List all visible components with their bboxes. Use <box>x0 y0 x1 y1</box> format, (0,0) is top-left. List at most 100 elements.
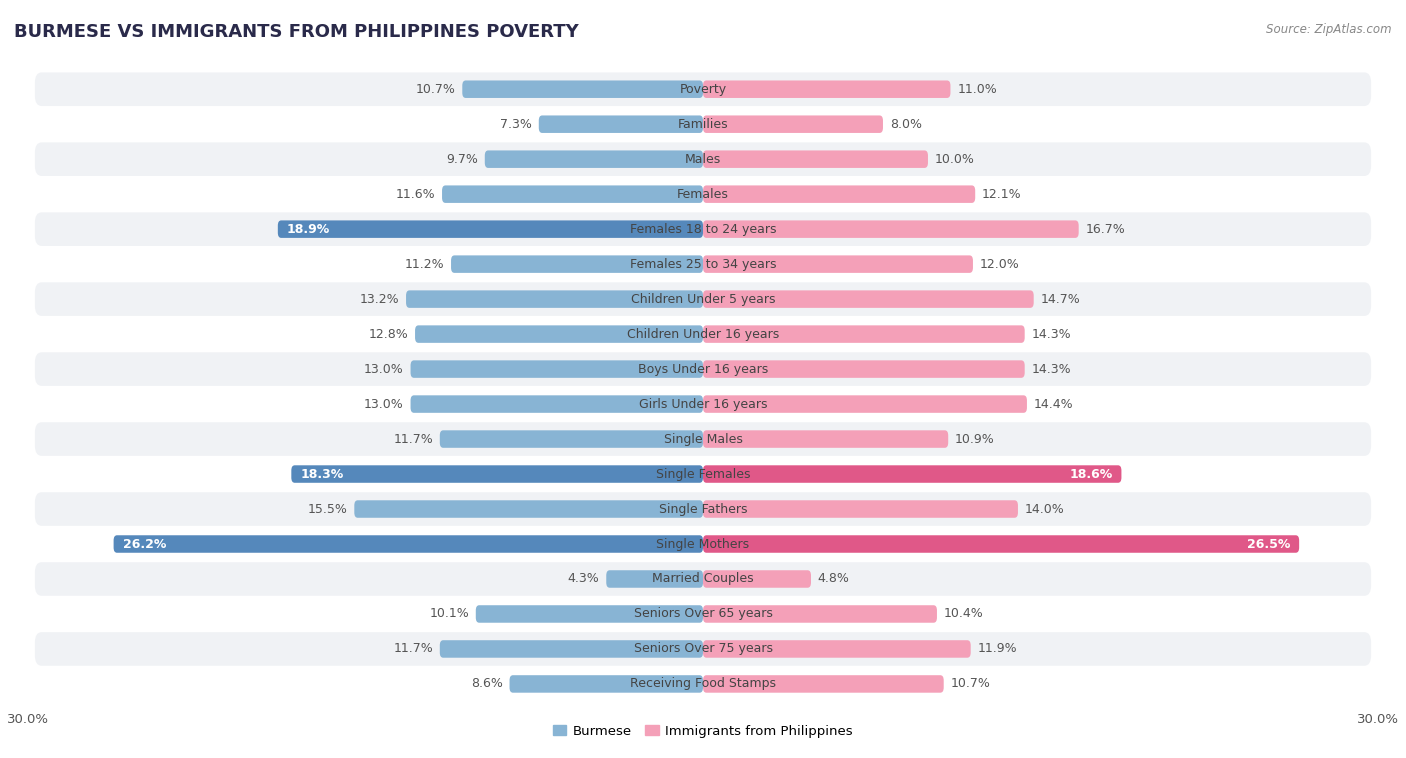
Text: 10.1%: 10.1% <box>429 607 470 621</box>
Text: Single Fathers: Single Fathers <box>659 503 747 515</box>
FancyBboxPatch shape <box>703 431 948 448</box>
FancyBboxPatch shape <box>703 500 1018 518</box>
FancyBboxPatch shape <box>35 422 1371 456</box>
Text: Married Couples: Married Couples <box>652 572 754 585</box>
FancyBboxPatch shape <box>35 108 1371 141</box>
Text: 15.5%: 15.5% <box>308 503 347 515</box>
FancyBboxPatch shape <box>451 255 703 273</box>
Text: 14.3%: 14.3% <box>1032 362 1071 375</box>
Text: 16.7%: 16.7% <box>1085 223 1125 236</box>
Text: 18.3%: 18.3% <box>301 468 343 481</box>
Text: Single Mothers: Single Mothers <box>657 537 749 550</box>
FancyBboxPatch shape <box>703 641 970 658</box>
FancyBboxPatch shape <box>411 360 703 377</box>
Text: 18.6%: 18.6% <box>1069 468 1112 481</box>
FancyBboxPatch shape <box>703 150 928 168</box>
FancyBboxPatch shape <box>35 143 1371 176</box>
Text: 13.0%: 13.0% <box>364 362 404 375</box>
FancyBboxPatch shape <box>703 186 976 203</box>
Text: 10.7%: 10.7% <box>416 83 456 96</box>
Text: 11.9%: 11.9% <box>977 643 1017 656</box>
FancyBboxPatch shape <box>703 325 1025 343</box>
FancyBboxPatch shape <box>703 290 1033 308</box>
FancyBboxPatch shape <box>114 535 703 553</box>
FancyBboxPatch shape <box>440 641 703 658</box>
FancyBboxPatch shape <box>538 115 703 133</box>
FancyBboxPatch shape <box>35 387 1371 421</box>
FancyBboxPatch shape <box>703 570 811 587</box>
FancyBboxPatch shape <box>703 396 1026 413</box>
FancyBboxPatch shape <box>354 500 703 518</box>
Text: 26.5%: 26.5% <box>1247 537 1291 550</box>
FancyBboxPatch shape <box>703 221 1078 238</box>
Text: Receiving Food Stamps: Receiving Food Stamps <box>630 678 776 691</box>
Text: Source: ZipAtlas.com: Source: ZipAtlas.com <box>1267 23 1392 36</box>
FancyBboxPatch shape <box>35 492 1371 526</box>
FancyBboxPatch shape <box>606 570 703 587</box>
Text: 14.0%: 14.0% <box>1025 503 1064 515</box>
FancyBboxPatch shape <box>35 632 1371 666</box>
Legend: Burmese, Immigrants from Philippines: Burmese, Immigrants from Philippines <box>548 719 858 743</box>
Text: Seniors Over 75 years: Seniors Over 75 years <box>634 643 772 656</box>
FancyBboxPatch shape <box>703 605 936 623</box>
Text: Boys Under 16 years: Boys Under 16 years <box>638 362 768 375</box>
FancyBboxPatch shape <box>703 535 1299 553</box>
FancyBboxPatch shape <box>291 465 703 483</box>
Text: 8.0%: 8.0% <box>890 117 922 130</box>
Text: Poverty: Poverty <box>679 83 727 96</box>
Text: Seniors Over 65 years: Seniors Over 65 years <box>634 607 772 621</box>
Text: Single Females: Single Females <box>655 468 751 481</box>
FancyBboxPatch shape <box>463 80 703 98</box>
Text: 14.4%: 14.4% <box>1033 398 1073 411</box>
Text: 14.3%: 14.3% <box>1032 327 1071 340</box>
FancyBboxPatch shape <box>35 318 1371 351</box>
Text: 10.9%: 10.9% <box>955 433 994 446</box>
FancyBboxPatch shape <box>35 73 1371 106</box>
Text: Females 18 to 24 years: Females 18 to 24 years <box>630 223 776 236</box>
FancyBboxPatch shape <box>703 465 1122 483</box>
FancyBboxPatch shape <box>703 80 950 98</box>
FancyBboxPatch shape <box>703 115 883 133</box>
Text: 10.7%: 10.7% <box>950 678 990 691</box>
Text: 12.1%: 12.1% <box>981 188 1022 201</box>
FancyBboxPatch shape <box>703 255 973 273</box>
FancyBboxPatch shape <box>703 675 943 693</box>
Text: 12.0%: 12.0% <box>980 258 1019 271</box>
Text: 7.3%: 7.3% <box>501 117 531 130</box>
FancyBboxPatch shape <box>35 597 1371 631</box>
FancyBboxPatch shape <box>35 457 1371 491</box>
Text: 8.6%: 8.6% <box>471 678 503 691</box>
FancyBboxPatch shape <box>415 325 703 343</box>
FancyBboxPatch shape <box>411 396 703 413</box>
FancyBboxPatch shape <box>703 360 1025 377</box>
FancyBboxPatch shape <box>475 605 703 623</box>
FancyBboxPatch shape <box>35 177 1371 211</box>
Text: 18.9%: 18.9% <box>287 223 330 236</box>
FancyBboxPatch shape <box>35 282 1371 316</box>
FancyBboxPatch shape <box>35 528 1371 561</box>
Text: 14.7%: 14.7% <box>1040 293 1080 305</box>
Text: Children Under 5 years: Children Under 5 years <box>631 293 775 305</box>
FancyBboxPatch shape <box>35 212 1371 246</box>
FancyBboxPatch shape <box>509 675 703 693</box>
Text: Males: Males <box>685 152 721 166</box>
Text: Single Males: Single Males <box>664 433 742 446</box>
Text: 11.7%: 11.7% <box>394 433 433 446</box>
Text: 13.2%: 13.2% <box>360 293 399 305</box>
Text: BURMESE VS IMMIGRANTS FROM PHILIPPINES POVERTY: BURMESE VS IMMIGRANTS FROM PHILIPPINES P… <box>14 23 579 41</box>
Text: 4.3%: 4.3% <box>568 572 599 585</box>
Text: 11.2%: 11.2% <box>405 258 444 271</box>
FancyBboxPatch shape <box>441 186 703 203</box>
Text: Females: Females <box>678 188 728 201</box>
Text: 12.8%: 12.8% <box>368 327 408 340</box>
Text: 26.2%: 26.2% <box>122 537 166 550</box>
Text: 11.6%: 11.6% <box>395 188 436 201</box>
Text: 9.7%: 9.7% <box>446 152 478 166</box>
FancyBboxPatch shape <box>485 150 703 168</box>
FancyBboxPatch shape <box>35 352 1371 386</box>
Text: 10.4%: 10.4% <box>943 607 983 621</box>
Text: 11.0%: 11.0% <box>957 83 997 96</box>
Text: Children Under 16 years: Children Under 16 years <box>627 327 779 340</box>
FancyBboxPatch shape <box>35 562 1371 596</box>
Text: 10.0%: 10.0% <box>935 152 974 166</box>
